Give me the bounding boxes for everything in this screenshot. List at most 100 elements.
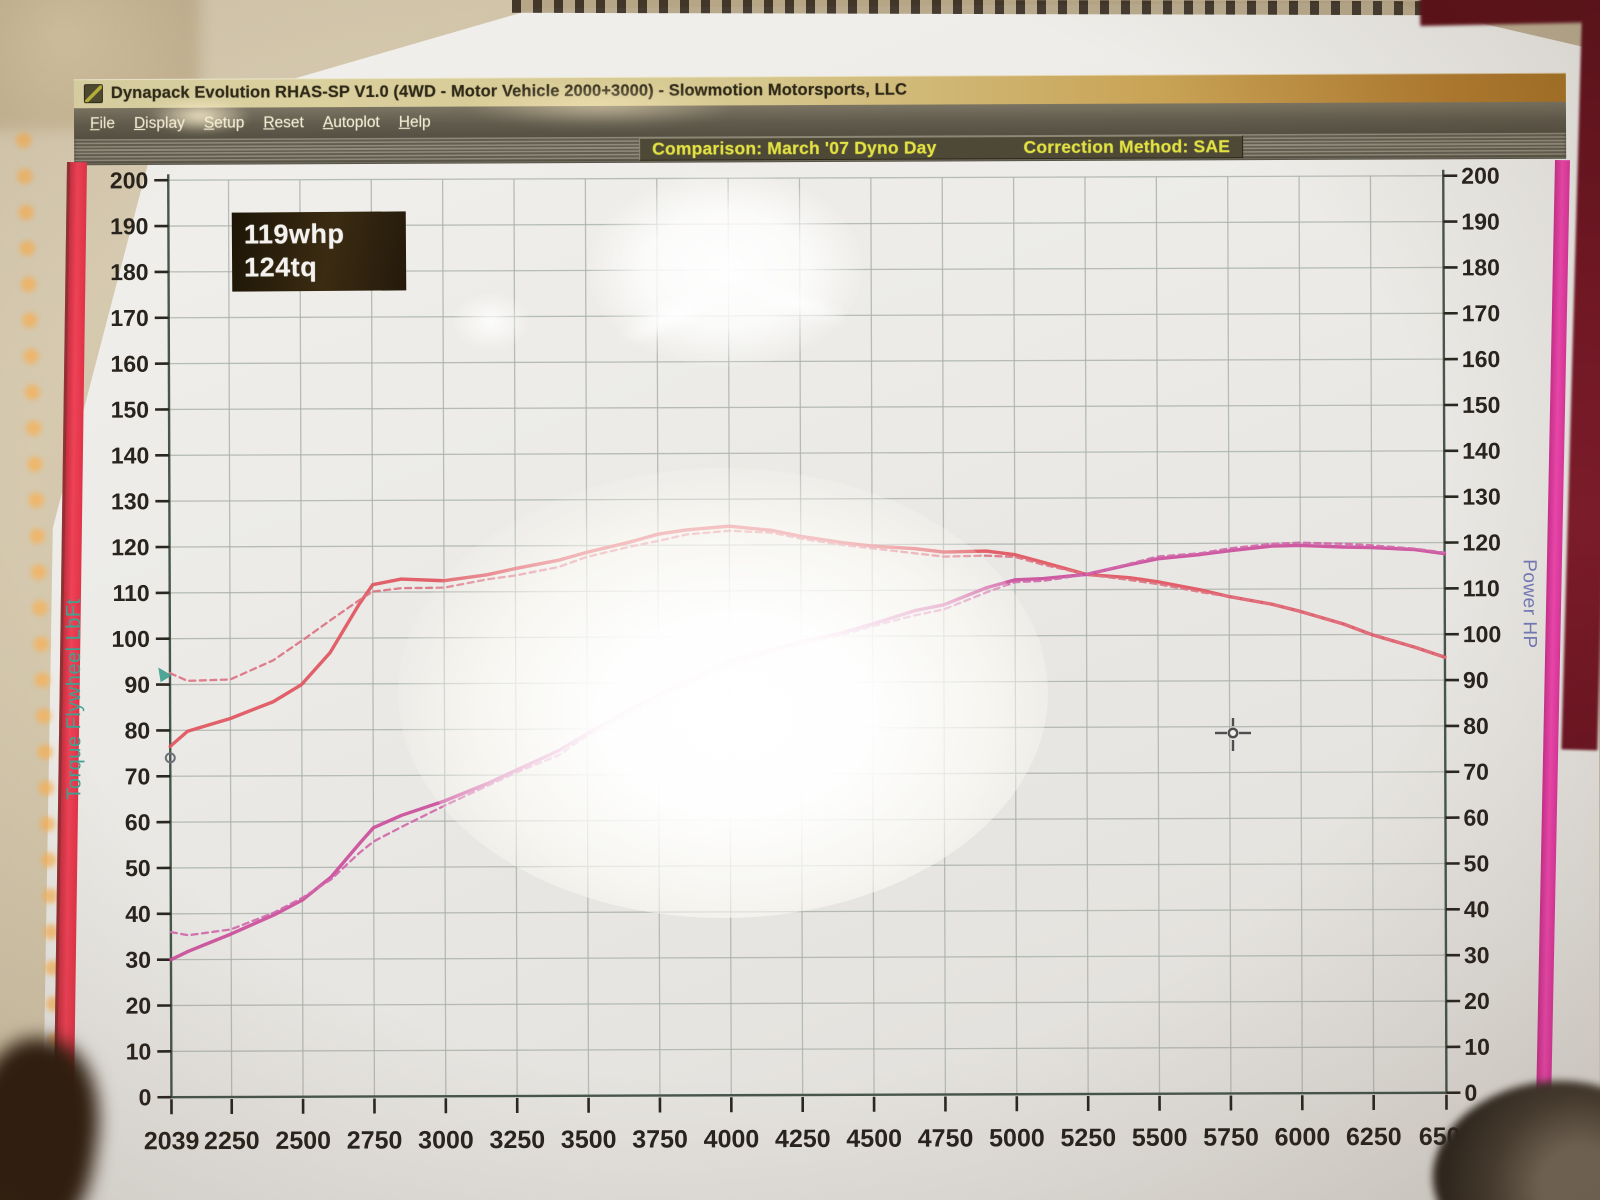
x-tick-label: 3000 (418, 1126, 474, 1154)
left-tick-label: 10 (126, 1038, 152, 1064)
right-tick-label: 20 (1464, 988, 1490, 1014)
x-tick-label: 2750 (347, 1126, 403, 1154)
right-tick-label: 110 (1463, 575, 1500, 601)
h-gridline (168, 175, 1444, 181)
x-tick-label: 3750 (632, 1125, 688, 1153)
left-tick-label: 110 (113, 580, 150, 606)
left-tick-label: 160 (110, 351, 148, 377)
v-gridline (1227, 176, 1232, 1094)
x-tick-label: 2039 (144, 1127, 200, 1155)
h-gridline (170, 679, 1446, 686)
v-gridline (227, 179, 233, 1097)
left-tick-label: 180 (110, 259, 148, 285)
x-tick-label: 4250 (775, 1125, 831, 1153)
app-icon[interactable] (83, 84, 103, 104)
right-tick-label: 90 (1463, 667, 1489, 693)
right-tick-label: 60 (1463, 804, 1489, 830)
left-tick-label: 50 (125, 855, 151, 881)
left-tick-label: 120 (111, 534, 149, 560)
left-tick-label: 150 (111, 397, 149, 423)
menu-setup[interactable]: Setup (203, 114, 245, 132)
dynapack-window: Dynapack Evolution RHAS-SP V1.0 (4WD - M… (73, 72, 1567, 166)
y-axis-title-left: Torque Flywheel LbFt (63, 598, 86, 799)
v-gridline (370, 179, 376, 1097)
right-tick-label: 170 (1462, 300, 1500, 326)
peak-values-box: 119whp 124tq (231, 211, 407, 292)
x-tick-label: 4000 (704, 1125, 760, 1153)
left-tick-label: 80 (125, 717, 151, 743)
right-tick-label: 70 (1463, 759, 1489, 785)
y-axis-right (1442, 169, 1448, 1093)
left-tick-label: 200 (110, 167, 148, 193)
h-gridline (170, 908, 1446, 915)
left-tick-label: 130 (111, 488, 149, 514)
tick-labels: 0 0 10 10 20 20 30 30 40 40 50 50 60 60 70 70 80 80 90 90 10… (63, 163, 1540, 1156)
left-tick-label: 70 (125, 763, 151, 789)
v-gridline (1084, 176, 1089, 1094)
left-tick-label: 100 (111, 626, 149, 652)
menu-help[interactable]: Help (398, 113, 431, 131)
right-tick-label: 190 (1461, 208, 1499, 234)
axis-marker-circle (164, 752, 176, 764)
x-tick-label: 2500 (275, 1127, 331, 1155)
menu-file[interactable]: File (89, 114, 116, 132)
right-tick-label: 140 (1462, 438, 1500, 464)
window-title: Dynapack Evolution RHAS-SP V1.0 (4WD - M… (110, 80, 908, 103)
h-gridline (168, 312, 1444, 319)
x-tick-label: 5750 (1203, 1123, 1259, 1151)
h-gridline (170, 862, 1446, 869)
left-tick-label: 90 (124, 672, 150, 698)
h-gridline (170, 771, 1446, 777)
right-tick-label: 10 (1464, 1034, 1490, 1060)
axis-marker-arrow (158, 667, 172, 683)
menu-autoplot[interactable]: Autoplot (322, 113, 380, 131)
y-axis-title-right: Power HP (1519, 559, 1540, 649)
left-tick-label: 140 (111, 442, 149, 468)
h-gridline (171, 1000, 1447, 1007)
x-tick-label: 6000 (1275, 1123, 1331, 1151)
v-gridline (1298, 176, 1303, 1094)
menu-reset[interactable]: Reset (263, 113, 304, 131)
right-tick-label: 130 (1462, 484, 1500, 510)
h-gridline (170, 954, 1446, 961)
right-tick-label: 40 (1464, 896, 1490, 922)
x-tick-label: 3500 (561, 1126, 617, 1154)
right-tick-label: 120 (1462, 529, 1500, 555)
binder-edge-strip (511, 0, 1453, 16)
h-gridline (169, 404, 1445, 411)
correction-method-label: Correction Method: SAE (1023, 136, 1231, 158)
x-axis (171, 1091, 1447, 1099)
y-axis-left (167, 174, 173, 1098)
power-current-run (169, 543, 1447, 962)
h-gridline (169, 450, 1445, 456)
peak-torque-label: 124tq (244, 252, 318, 283)
right-tick-label: 200 (1461, 163, 1499, 189)
x-tick-label: 4750 (918, 1124, 974, 1152)
peak-power-label: 119whp (243, 218, 345, 250)
red-binder-top-edge (1419, 0, 1600, 26)
left-tick-label: 0 (139, 1084, 152, 1110)
comparison-label: Comparison: March '07 Dyno Day (652, 137, 937, 159)
h-gridline (171, 1046, 1447, 1052)
dyno-chart-plot[interactable]: 0 0 10 10 20 20 30 30 40 40 50 50 60 60 70 70 80 80 90 90 10… (48, 155, 1552, 1200)
crosshair-cursor (1213, 713, 1253, 753)
left-tick-label: 170 (110, 305, 148, 331)
gridlines (168, 175, 1447, 1097)
right-tick-label: 180 (1462, 254, 1500, 280)
x-tick-label: 3250 (489, 1126, 545, 1154)
right-tick-label: 80 (1463, 713, 1489, 739)
h-gridline (168, 358, 1444, 365)
x-tick-label: 5250 (1060, 1124, 1116, 1152)
h-gridline (169, 496, 1445, 502)
x-tick-label: 5500 (1132, 1124, 1188, 1152)
h-gridline (169, 633, 1445, 640)
right-tick-label: 150 (1462, 392, 1500, 418)
left-tick-label: 20 (125, 993, 151, 1019)
h-gridline (169, 587, 1445, 594)
right-tick-label: 50 (1464, 850, 1490, 876)
menu-display[interactable]: Display (133, 114, 185, 132)
left-tick-label: 60 (125, 809, 151, 835)
left-tick-label: 30 (125, 947, 151, 973)
right-tick-label: 160 (1462, 346, 1500, 372)
